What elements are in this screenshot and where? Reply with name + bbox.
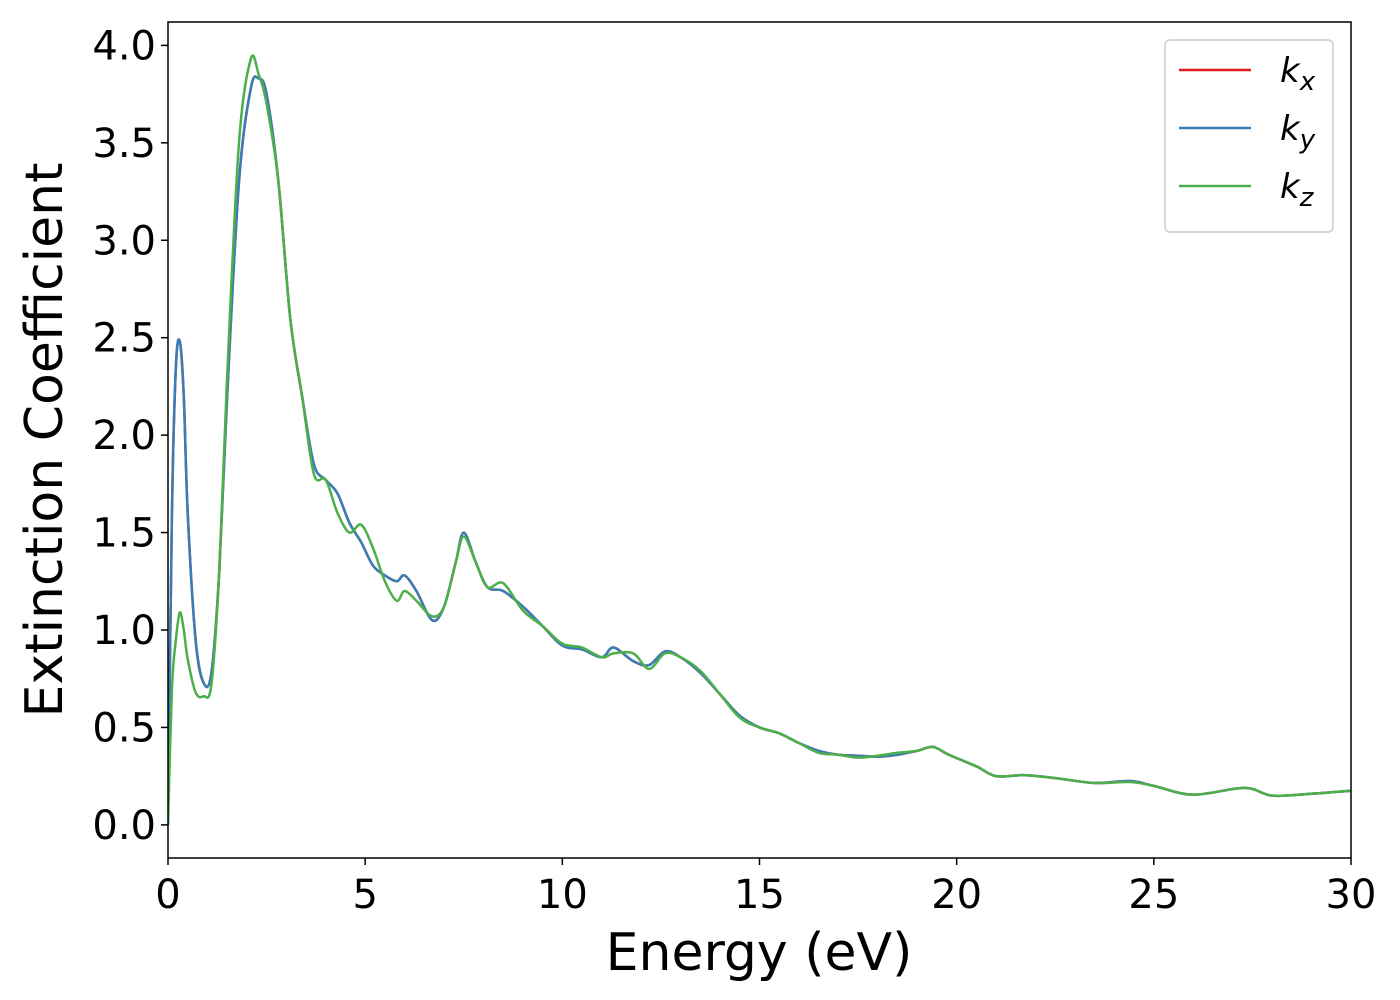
x-tick-label: 5	[352, 872, 377, 918]
legend-label: kx	[1280, 51, 1316, 97]
x-tick-label: 25	[1128, 872, 1179, 918]
legend-label: ky	[1280, 109, 1316, 155]
x-tick-label: 20	[931, 872, 982, 918]
x-tick-label: 0	[155, 872, 180, 918]
y-axis-label: Extinction Coefficient	[15, 163, 75, 718]
y-tick-label: 2.0	[92, 413, 156, 459]
x-tick-label: 15	[734, 872, 785, 918]
y-tick-label: 1.5	[92, 511, 156, 557]
y-tick-label: 4.0	[92, 23, 156, 69]
x-axis-label: Energy (eV)	[606, 923, 913, 983]
series-line	[168, 54, 1351, 825]
y-tick-label: 3.0	[92, 218, 156, 264]
plot-frame	[167, 21, 1352, 859]
y-tick-label: 0.5	[92, 705, 156, 751]
x-tick-label: 30	[1326, 872, 1377, 918]
y-tick-label: 2.5	[92, 316, 156, 362]
x-tick-label: 10	[537, 872, 588, 918]
y-tick-label: 0.0	[92, 803, 156, 849]
legend-label: kz	[1280, 167, 1315, 213]
y-tick-label: 3.5	[92, 121, 156, 167]
y-tick-label: 1.0	[92, 608, 156, 654]
legend-box	[1164, 39, 1334, 233]
